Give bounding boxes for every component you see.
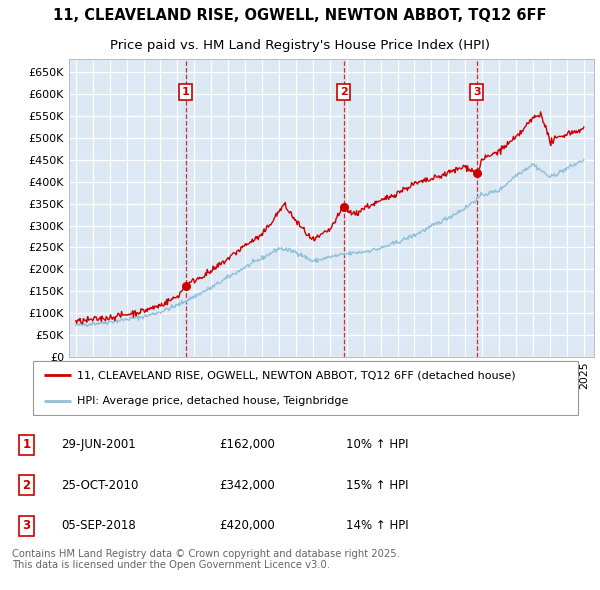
Text: 14% ↑ HPI: 14% ↑ HPI bbox=[346, 519, 409, 532]
Text: HPI: Average price, detached house, Teignbridge: HPI: Average price, detached house, Teig… bbox=[77, 396, 348, 406]
Text: 2: 2 bbox=[340, 87, 347, 97]
Text: £420,000: £420,000 bbox=[220, 519, 275, 532]
Text: £162,000: £162,000 bbox=[220, 438, 275, 451]
FancyBboxPatch shape bbox=[33, 361, 578, 415]
Text: 11, CLEAVELAND RISE, OGWELL, NEWTON ABBOT, TQ12 6FF: 11, CLEAVELAND RISE, OGWELL, NEWTON ABBO… bbox=[53, 8, 547, 24]
Text: £342,000: £342,000 bbox=[220, 478, 275, 492]
Text: Contains HM Land Registry data © Crown copyright and database right 2025.
This d: Contains HM Land Registry data © Crown c… bbox=[12, 549, 400, 571]
Text: 1: 1 bbox=[22, 438, 31, 451]
Text: 25-OCT-2010: 25-OCT-2010 bbox=[61, 478, 139, 492]
Text: 2: 2 bbox=[22, 478, 31, 492]
Text: Price paid vs. HM Land Registry's House Price Index (HPI): Price paid vs. HM Land Registry's House … bbox=[110, 39, 490, 53]
Text: 10% ↑ HPI: 10% ↑ HPI bbox=[346, 438, 409, 451]
Text: 3: 3 bbox=[473, 87, 481, 97]
Text: 15% ↑ HPI: 15% ↑ HPI bbox=[346, 478, 409, 492]
Text: 05-SEP-2018: 05-SEP-2018 bbox=[61, 519, 136, 532]
Text: 29-JUN-2001: 29-JUN-2001 bbox=[61, 438, 136, 451]
Text: 11, CLEAVELAND RISE, OGWELL, NEWTON ABBOT, TQ12 6FF (detached house): 11, CLEAVELAND RISE, OGWELL, NEWTON ABBO… bbox=[77, 370, 515, 380]
Text: 3: 3 bbox=[22, 519, 31, 532]
Text: 1: 1 bbox=[182, 87, 190, 97]
